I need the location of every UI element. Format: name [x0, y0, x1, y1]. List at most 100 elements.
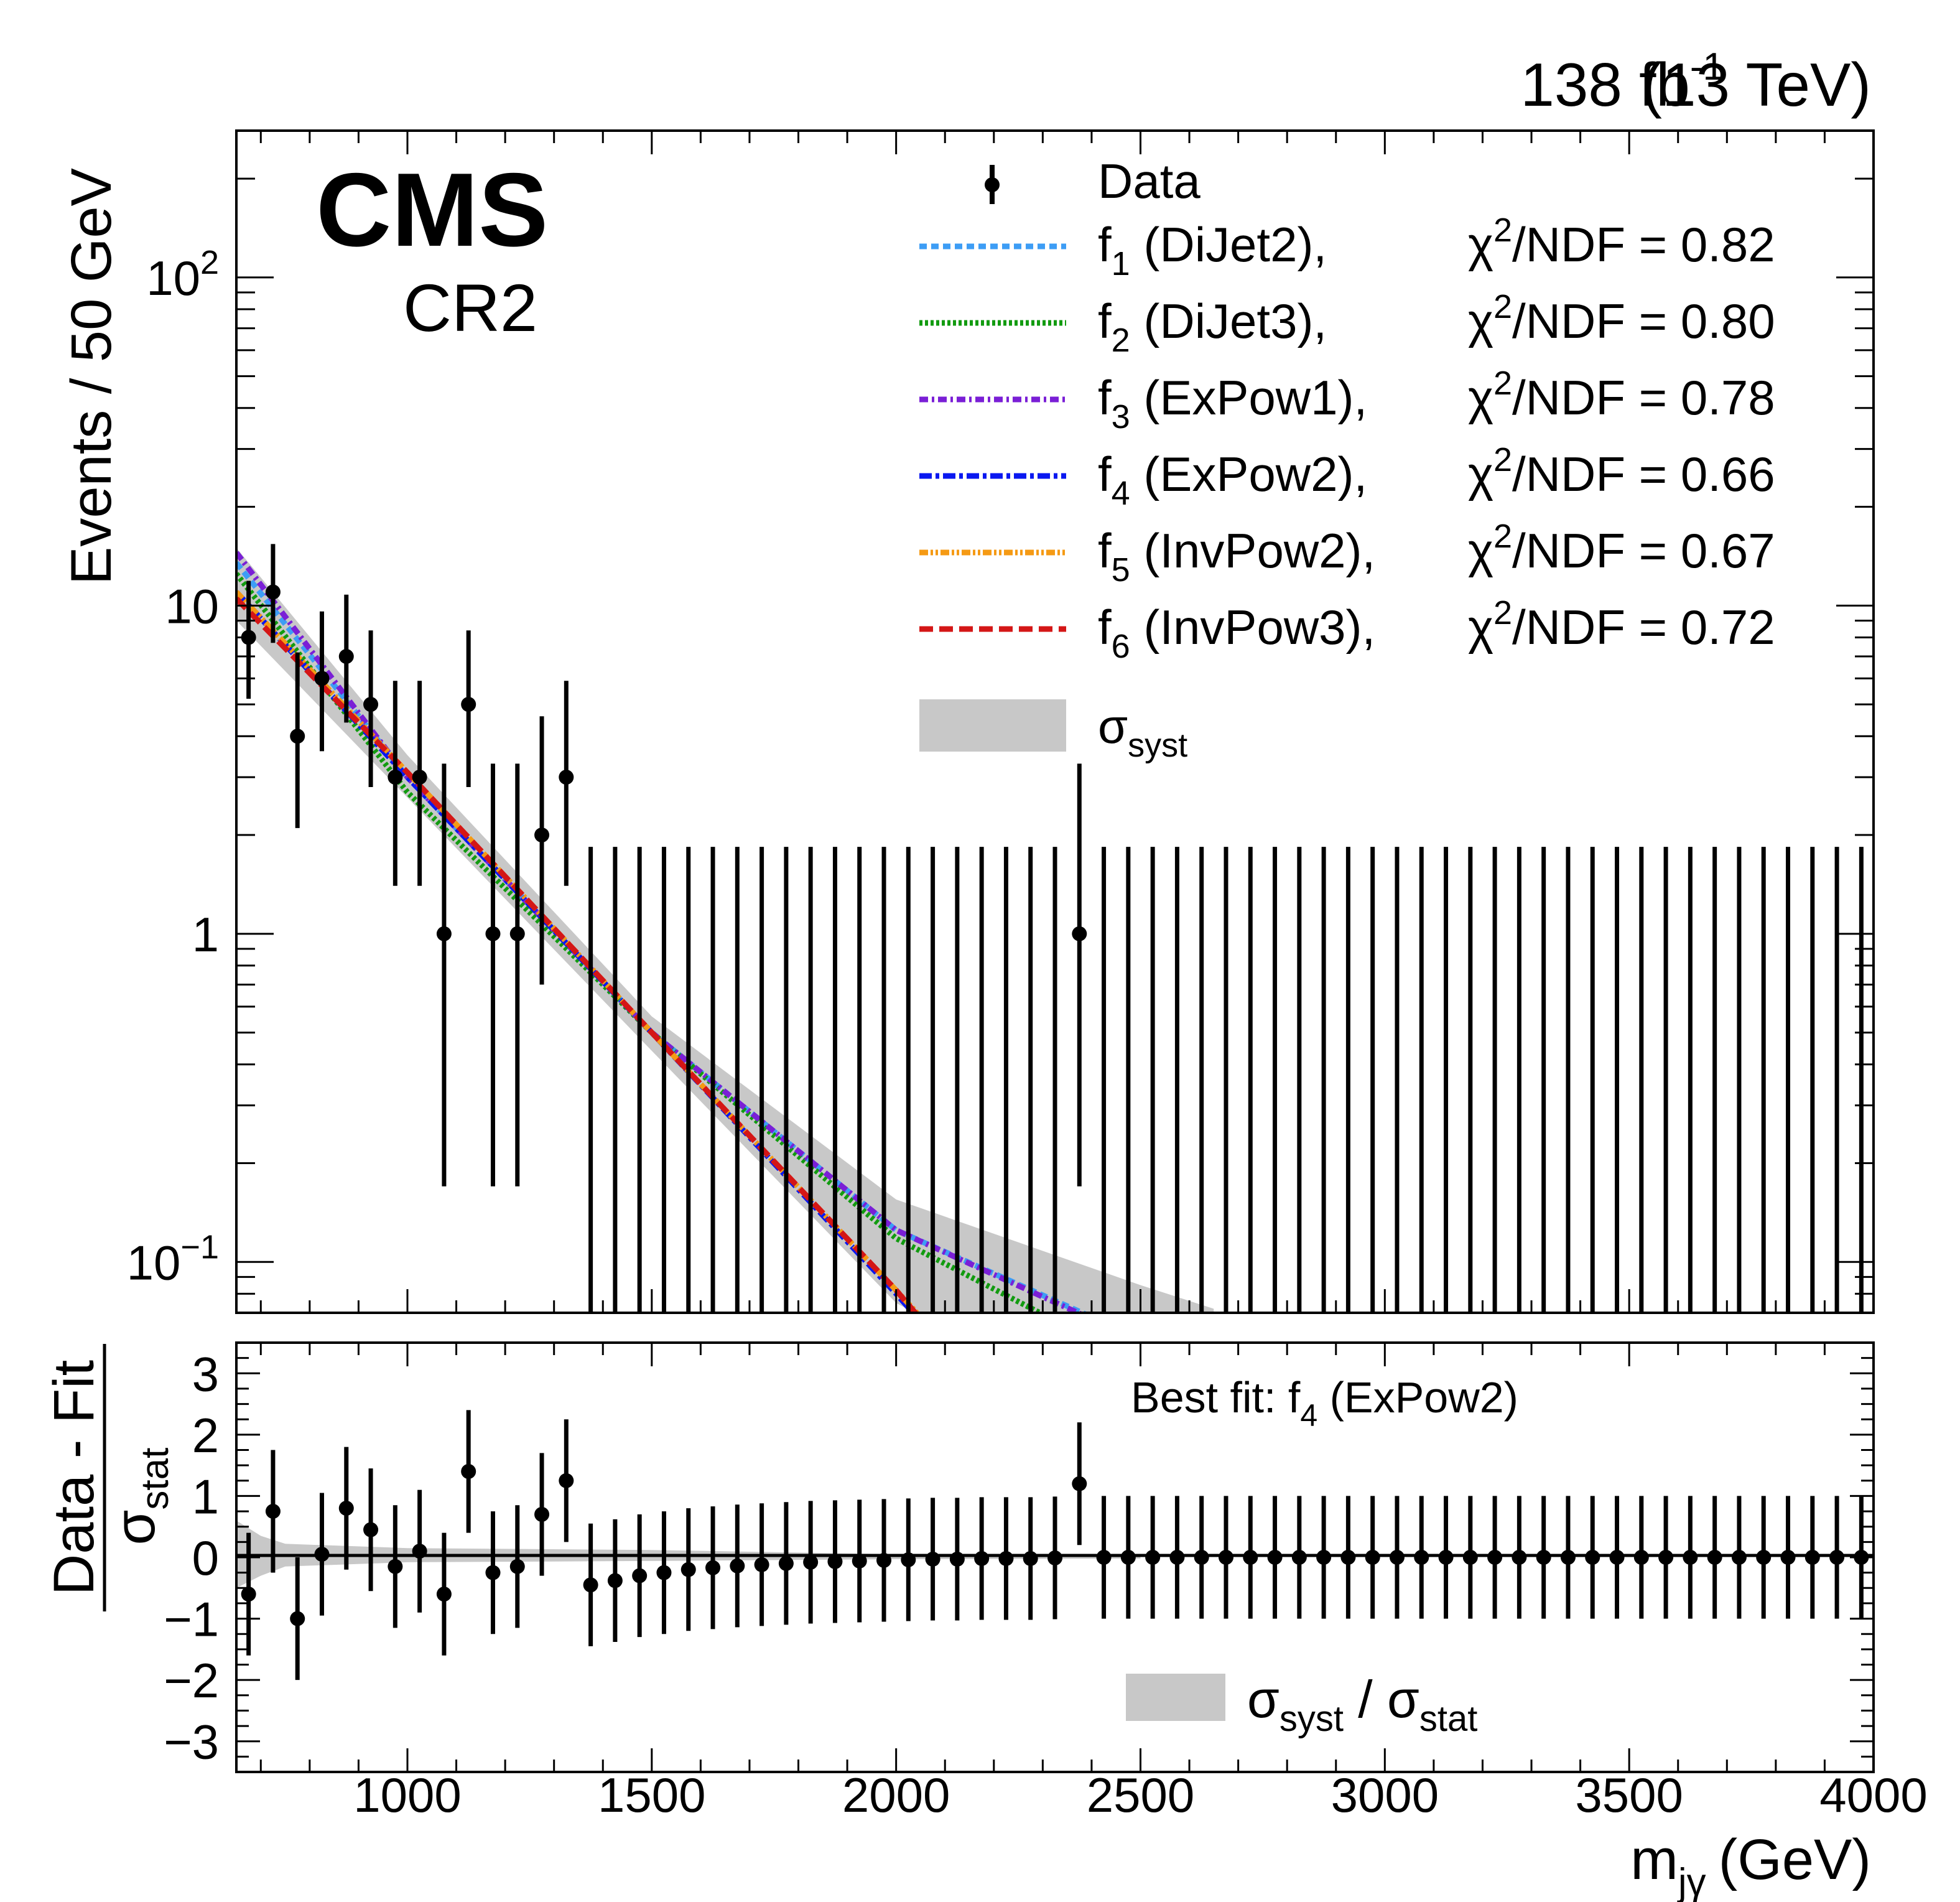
ratio-point	[632, 1568, 648, 1583]
legend: Data f1 (DiJet2), χ2/NDF = 0.82 f2 (DiJet3…	[919, 154, 1775, 764]
x-tick-label: 2000	[842, 1768, 950, 1822]
legend-label-f6: f6 (InvPow3),	[1098, 600, 1375, 665]
luminosity-label: 138 fb-1	[1520, 45, 1724, 119]
ratio-point	[1633, 1550, 1649, 1565]
syst-band-area	[236, 548, 1214, 1313]
ratio-point	[1536, 1550, 1551, 1565]
ratio-point	[876, 1552, 892, 1568]
data-point	[534, 827, 550, 843]
data-point	[412, 770, 427, 785]
data-point	[388, 770, 403, 785]
data-point	[338, 649, 354, 664]
ratio-point	[461, 1464, 476, 1479]
ratio-point	[290, 1611, 305, 1626]
ratio-point	[265, 1504, 281, 1519]
ratio-point	[583, 1577, 598, 1593]
fit-curve-f6	[236, 597, 919, 1313]
ratio-point	[1072, 1476, 1087, 1491]
ratio-point	[363, 1522, 379, 1537]
ratio-point	[338, 1501, 354, 1516]
x-tick-labels: 1000 1500 2000 2500 3000 3500 4000	[353, 1768, 1928, 1822]
ratio-point	[1243, 1550, 1258, 1565]
ratio-point	[1609, 1550, 1625, 1565]
legend-label-f2: f2 (DiJet3),	[1098, 294, 1327, 359]
x-tick-label: 3000	[1331, 1768, 1439, 1822]
ratio-point	[925, 1551, 941, 1567]
legend-label-f3: f3 (ExPow1),	[1098, 370, 1367, 436]
y-tick-label: 10	[165, 579, 219, 633]
y-tick-label: 0	[192, 1531, 219, 1585]
top-frame	[235, 129, 1875, 1314]
ratio-legend-swatch	[1126, 1674, 1225, 1721]
ratio-point	[974, 1550, 990, 1566]
y-tick-label: −2	[164, 1653, 219, 1708]
fit-curves	[236, 551, 1090, 1313]
x-tick-label: 4000	[1819, 1768, 1928, 1822]
ratio-point	[1047, 1550, 1062, 1565]
bottom-x-ticks	[259, 1343, 1875, 1772]
data-point	[314, 671, 330, 686]
ratio-point	[1414, 1550, 1429, 1565]
ratio-point	[1804, 1550, 1820, 1565]
syst-band	[236, 548, 1214, 1313]
ratio-point	[998, 1550, 1014, 1566]
top-x-ticks	[259, 131, 1875, 1313]
legend-syst-swatch	[919, 699, 1066, 752]
ratio-point	[485, 1565, 501, 1580]
y-tick-label: 102	[146, 244, 219, 305]
data-point	[509, 926, 525, 941]
y-tick-label: 2	[192, 1408, 219, 1463]
legend-chi2-f5: χ2/NDF = 0.67	[1468, 518, 1775, 578]
ratio-point	[778, 1555, 794, 1571]
top-y-ticks: 10−1 1 10 102	[127, 177, 1874, 1314]
data-point	[461, 697, 476, 712]
ratio-point	[656, 1565, 672, 1580]
ratio-point	[607, 1573, 623, 1588]
legend-label-f4: f4 (ExPow2),	[1098, 447, 1367, 512]
data-point	[265, 584, 281, 600]
legend-fit-entries: f1 (DiJet2), χ2/NDF = 0.82 f2 (DiJet3), χ2/…	[919, 212, 1775, 665]
x-tick-label: 3500	[1575, 1768, 1683, 1822]
ratio-point	[1120, 1550, 1136, 1565]
ratio-numerator: Data - Fit	[42, 1360, 106, 1595]
ratio-points	[241, 1410, 1869, 1681]
y-tick-label: 3	[192, 1346, 219, 1401]
ratio-point	[1756, 1550, 1772, 1565]
legend-data-marker	[985, 177, 1000, 192]
ratio-point	[1829, 1550, 1845, 1565]
ratio-point	[559, 1473, 574, 1488]
ratio-point	[314, 1547, 330, 1562]
ratio-point	[1780, 1550, 1796, 1565]
region-label: CR2	[403, 270, 537, 345]
ratio-point	[1731, 1550, 1747, 1565]
legend-chi2-f1: χ2/NDF = 0.82	[1468, 212, 1775, 272]
y-tick-label: 1	[192, 907, 219, 962]
ratio-point	[680, 1562, 696, 1577]
ratio-point	[436, 1587, 452, 1602]
data-point	[485, 926, 501, 941]
ratio-point	[901, 1552, 916, 1567]
ratio-point	[1023, 1550, 1038, 1566]
y-tick-label: 10−1	[127, 1228, 219, 1290]
y-tick-label: −1	[164, 1592, 219, 1647]
energy-label: (13 TeV)	[1642, 50, 1871, 119]
ratio-denominator: σstat	[103, 1448, 177, 1545]
best-fit-label: Best fit: f4 (ExPow2)	[1131, 1373, 1518, 1433]
ratio-point	[1683, 1550, 1698, 1565]
bottom-panel: 3 2 1 0 −1 −2 −3 Best fit: f4 (ExPow2) σsyst /…	[42, 1341, 1928, 1902]
ratio-point	[1512, 1550, 1527, 1565]
data-point	[290, 729, 305, 744]
ratio-point	[534, 1507, 550, 1522]
ratio-legend-label: σsyst / σstat	[1247, 1670, 1477, 1739]
ratio-point	[1707, 1550, 1722, 1565]
data-point	[1072, 926, 1087, 941]
legend-chi2-f3: χ2/NDF = 0.78	[1468, 365, 1775, 425]
ratio-point	[241, 1587, 256, 1602]
legend-chi2-f2: χ2/NDF = 0.80	[1468, 288, 1775, 348]
ratio-point	[1340, 1550, 1356, 1565]
ratio-point	[705, 1560, 721, 1575]
ratio-point	[1218, 1550, 1233, 1565]
ratio-point	[803, 1554, 819, 1570]
legend-label-f1: f1 (DiJet2),	[1098, 217, 1327, 282]
x-axis-title: mjγ (GeV)	[1630, 1828, 1871, 1902]
